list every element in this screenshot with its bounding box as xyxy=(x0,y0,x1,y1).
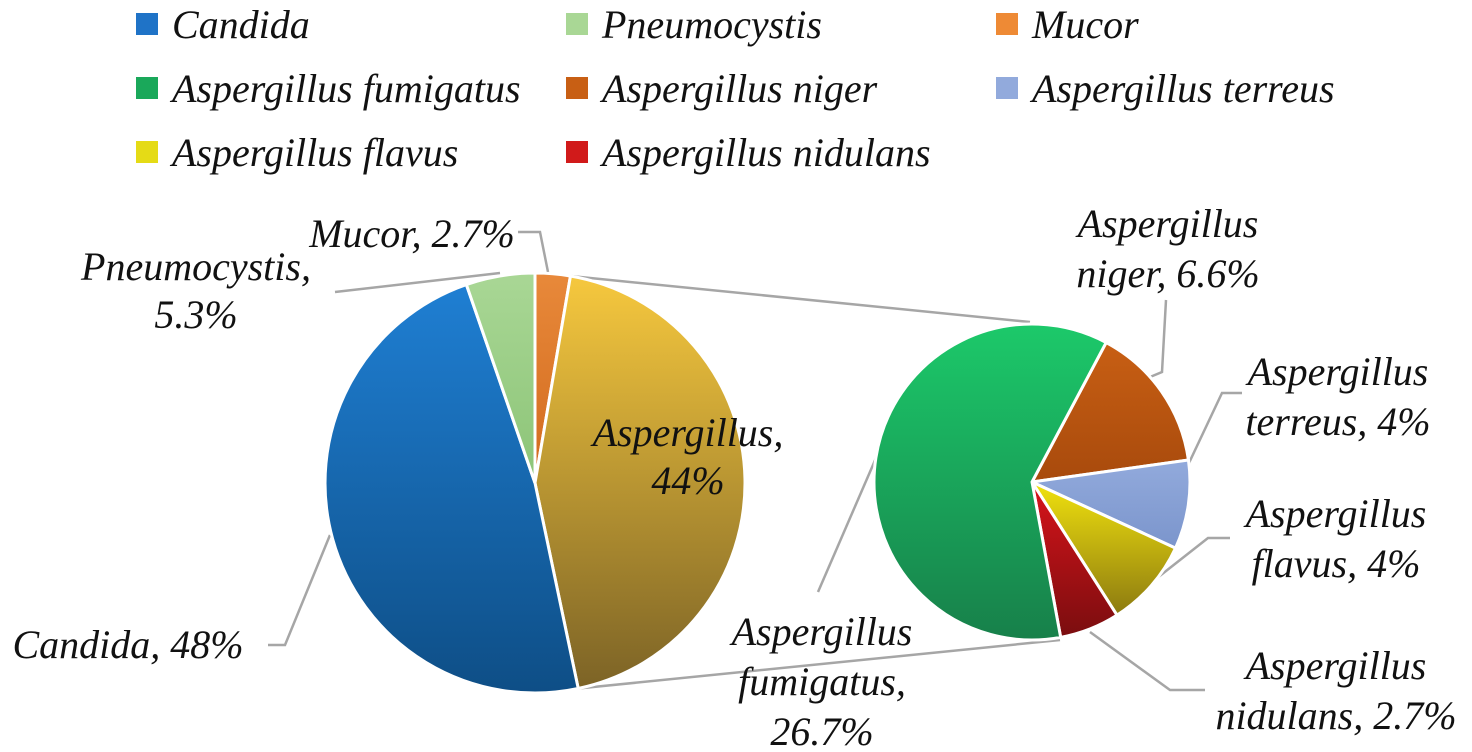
data-label-aspergillus-line-2: 44% xyxy=(651,458,724,503)
legend-swatch-candida xyxy=(136,13,158,35)
data-label-a-nidulans-line-2: nidulans, 2.7% xyxy=(1215,693,1456,738)
pie-slice-a-flavus xyxy=(1027,478,1178,618)
data-label-a-terreus-line-2: terreus, 4% xyxy=(1245,399,1430,444)
legend-swatch-aspergillus-nidulans xyxy=(566,141,588,163)
pie-slice-aspergillus xyxy=(533,274,747,691)
data-label-a-terreus-line-1: Aspergillus xyxy=(1245,349,1429,394)
legend-swatch-aspergillus-niger xyxy=(566,77,588,99)
pie-slice-a-niger xyxy=(1029,340,1191,484)
legend-label-aspergillus-fumigatus: Aspergillus fumigatus xyxy=(172,65,521,111)
legend-swatch-aspergillus-terreus xyxy=(996,77,1018,99)
legend-swatch-pneumocystis xyxy=(566,13,588,35)
data-label-a-niger-line-2: niger, 6.6% xyxy=(1076,251,1259,296)
leader-line-pneumocystis xyxy=(334,271,501,294)
legend-label-pneumocystis: Pneumocystis xyxy=(602,1,822,47)
pie-connector-lines xyxy=(570,274,1061,690)
legend-item-aspergillus-terreus: Aspergillus terreus xyxy=(996,64,1335,112)
data-label-a-flavus-line-2: flavus, 4% xyxy=(1252,541,1421,586)
legend-item-aspergillus-flavus: Aspergillus flavus xyxy=(136,128,458,176)
legend-item-mucor: Mucor xyxy=(996,0,1139,48)
legend-swatch-mucor xyxy=(996,13,1018,35)
data-label-a-nidulans: Aspergillus nidulans, 2.7% xyxy=(1215,643,1456,738)
leader-line-a-nidulans xyxy=(1089,630,1205,692)
data-label-a-terreus: Aspergillus terreus, 4% xyxy=(1245,349,1431,444)
data-label-mucor-line-1: Mucor, 2.7% xyxy=(308,211,515,256)
data-label-a-fumigatus-line-1: Aspergillus xyxy=(729,609,913,654)
data-label-aspergillus: Aspergillus, 44% xyxy=(590,410,784,503)
data-label-a-flavus-line-1: Aspergillus xyxy=(1243,491,1427,536)
legend-item-aspergillus-fumigatus: Aspergillus fumigatus xyxy=(136,64,521,112)
aspergillus-breakdown-pie xyxy=(872,322,1192,642)
legend-item-pneumocystis: Pneumocystis xyxy=(566,0,822,48)
legend-label-mucor: Mucor xyxy=(1032,1,1139,47)
legend-label-aspergillus-nidulans: Aspergillus nidulans xyxy=(602,129,931,175)
legend-label-aspergillus-niger: Aspergillus niger xyxy=(602,65,878,111)
data-labels: Mucor, 2.7%Pneumocystis, 5.3% Aspergillus,… xyxy=(12,201,1456,752)
pie-slice-a-terreus xyxy=(1026,458,1192,551)
data-label-a-niger-line-1: Aspergillus xyxy=(1075,201,1259,246)
legend-swatch-aspergillus-flavus xyxy=(136,141,158,163)
data-label-pneumocystis-line-2: 5.3% xyxy=(154,292,237,337)
data-label-mucor: Mucor, 2.7% xyxy=(308,211,515,256)
data-label-a-nidulans-line-1: Aspergillus xyxy=(1243,643,1427,688)
leader-line-candida xyxy=(268,534,332,647)
leader-line-a-terreus xyxy=(1178,391,1242,483)
data-label-pneumocystis-line-1: Pneumocystis, xyxy=(80,244,311,289)
leader-line-a-fumigatus xyxy=(816,457,878,593)
legend-swatch-aspergillus-fumigatus xyxy=(136,77,158,99)
data-label-candida-line-1: Candida, 48% xyxy=(12,622,243,667)
pie-slice-pneumocystis xyxy=(464,271,537,484)
data-label-candida: Candida, 48% xyxy=(12,622,243,667)
pie-slice-candida xyxy=(323,282,581,695)
pie-slice-a-fumigatus xyxy=(872,322,1109,642)
main-pie xyxy=(323,271,747,695)
leader-line-mucor xyxy=(518,230,550,273)
legend-label-aspergillus-flavus: Aspergillus flavus xyxy=(172,129,459,175)
label-leader-lines xyxy=(268,230,1242,692)
legend-item-candida: Candida xyxy=(136,0,310,48)
leader-line-a-flavus xyxy=(1151,536,1230,583)
legend-label-aspergillus-terreus: Aspergillus terreus xyxy=(1032,65,1335,111)
data-label-a-niger: Aspergillus niger, 6.6% xyxy=(1075,201,1260,296)
data-label-a-fumigatus-line-3: 26.7% xyxy=(770,709,873,752)
legend-item-aspergillus-niger: Aspergillus niger xyxy=(566,64,877,112)
connector-line-top xyxy=(570,274,1031,324)
data-label-pneumocystis: Pneumocystis, 5.3% xyxy=(80,244,311,337)
data-label-a-fumigatus-line-2: fumigatus, xyxy=(738,659,906,704)
data-label-aspergillus-line-1: Aspergillus, xyxy=(590,410,784,455)
data-label-a-flavus: Aspergillus flavus, 4% xyxy=(1243,491,1427,586)
data-label-a-fumigatus: Aspergillus fumigatus, 26.7% xyxy=(729,609,913,752)
legend-label-candida: Candida xyxy=(172,1,310,47)
connector-line-bottom xyxy=(578,638,1061,690)
legend-item-aspergillus-nidulans: Aspergillus nidulans xyxy=(566,128,931,176)
